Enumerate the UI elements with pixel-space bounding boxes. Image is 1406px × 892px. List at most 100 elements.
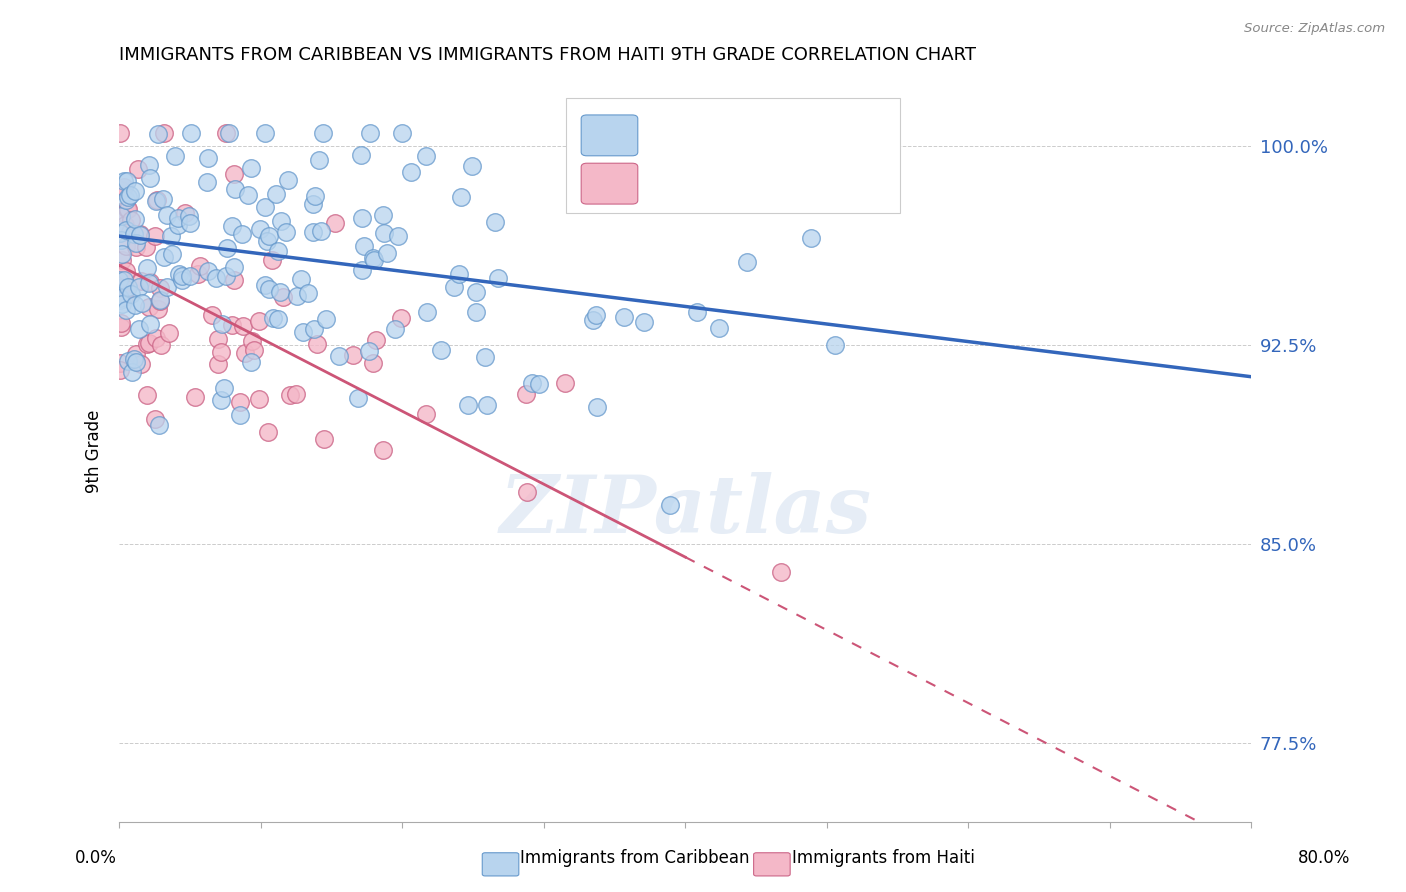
Point — [121, 365, 143, 379]
Point — [125, 347, 148, 361]
Point — [139, 317, 162, 331]
Point — [527, 377, 550, 392]
Point — [371, 208, 394, 222]
Point — [108, 277, 131, 292]
Text: 80.0%: 80.0% — [1298, 849, 1351, 867]
Point — [125, 240, 148, 254]
Point — [146, 194, 169, 208]
Point — [114, 302, 136, 317]
Point — [221, 219, 243, 233]
Text: R =: R = — [645, 175, 682, 193]
Point — [314, 432, 336, 446]
Text: Source: ZipAtlas.com: Source: ZipAtlas.com — [1244, 22, 1385, 36]
Point — [460, 159, 482, 173]
Point — [247, 392, 270, 407]
Point — [174, 205, 197, 219]
Point — [302, 197, 325, 211]
FancyBboxPatch shape — [581, 163, 638, 204]
Point — [217, 241, 239, 255]
Point — [389, 311, 412, 326]
Point — [221, 318, 243, 333]
Point — [309, 223, 332, 237]
Point — [214, 126, 236, 140]
Point — [180, 126, 202, 140]
Point — [209, 345, 232, 359]
Point — [585, 308, 607, 322]
Point — [457, 398, 479, 412]
Point — [209, 393, 232, 408]
Point — [450, 190, 472, 204]
Point — [515, 387, 537, 401]
Point — [112, 272, 135, 286]
Point — [108, 293, 131, 308]
Point — [195, 175, 218, 189]
Point — [212, 381, 235, 395]
Point — [129, 228, 152, 243]
Point — [659, 498, 682, 512]
Point — [204, 271, 226, 285]
Point — [125, 236, 148, 251]
Point — [323, 216, 346, 230]
Point — [583, 164, 606, 178]
Point — [124, 211, 146, 226]
Point — [824, 338, 846, 352]
Point — [292, 325, 315, 339]
Point — [243, 343, 266, 357]
Point — [138, 170, 160, 185]
Point — [800, 231, 823, 245]
Point — [188, 260, 211, 274]
Point — [443, 280, 465, 294]
Point — [256, 234, 278, 248]
Point — [128, 321, 150, 335]
Point — [207, 332, 229, 346]
Point — [145, 194, 167, 209]
Point — [115, 239, 138, 253]
Point — [387, 228, 409, 243]
Point — [187, 268, 209, 282]
Point — [346, 391, 368, 405]
Point — [197, 264, 219, 278]
Point — [633, 315, 655, 329]
Point — [253, 278, 276, 293]
Point — [153, 250, 176, 264]
FancyBboxPatch shape — [567, 98, 900, 213]
Point — [342, 348, 364, 362]
Point — [110, 291, 132, 305]
Point — [554, 376, 576, 390]
Point — [129, 227, 152, 242]
Point — [172, 269, 194, 284]
FancyBboxPatch shape — [581, 115, 638, 156]
Point — [297, 285, 319, 300]
Point — [359, 343, 381, 358]
Point — [260, 252, 283, 267]
Point — [308, 153, 330, 168]
Point — [165, 149, 187, 163]
Point — [429, 343, 451, 357]
Point — [285, 289, 308, 303]
Point — [120, 188, 142, 202]
Point — [516, 485, 538, 500]
Point — [108, 273, 131, 287]
Point — [152, 192, 174, 206]
Point — [224, 260, 246, 274]
Point — [276, 225, 298, 239]
Point — [138, 336, 160, 351]
Point — [224, 182, 246, 196]
Point — [207, 358, 229, 372]
Point — [465, 305, 488, 319]
Point — [112, 174, 135, 188]
Point — [772, 174, 794, 188]
Point — [737, 255, 759, 269]
Point — [352, 263, 374, 277]
Point — [167, 211, 190, 226]
Point — [239, 355, 262, 369]
Point — [257, 425, 280, 440]
Point — [156, 207, 179, 221]
Point — [353, 238, 375, 252]
Point — [266, 312, 288, 326]
Point — [110, 183, 132, 197]
Point — [304, 189, 326, 203]
Point — [364, 333, 387, 347]
Point — [108, 356, 131, 370]
Y-axis label: 9th Grade: 9th Grade — [86, 409, 103, 492]
